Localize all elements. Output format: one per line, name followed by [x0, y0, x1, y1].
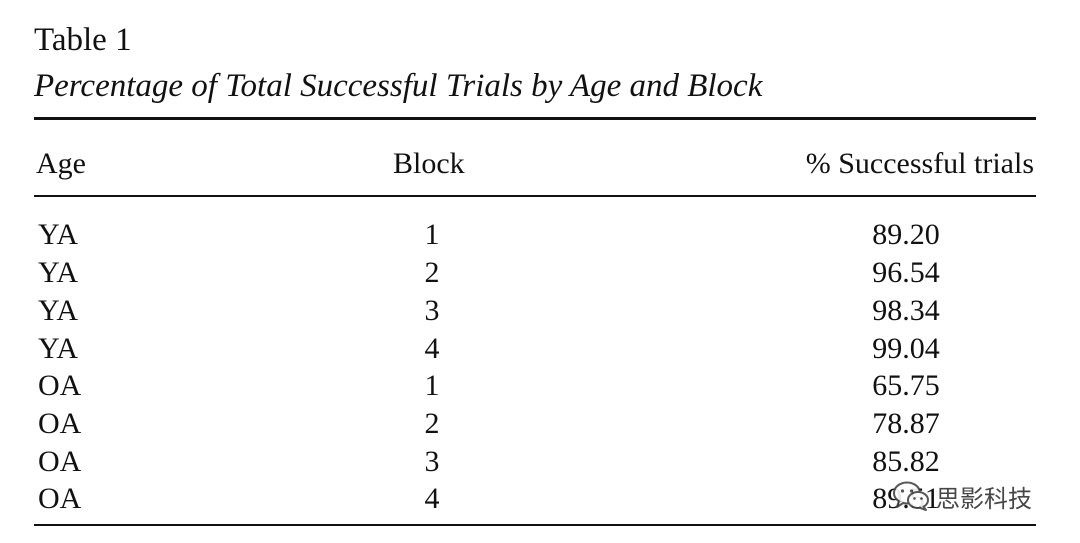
header-rule	[34, 195, 1036, 197]
successful-trials-cell: 99.04	[872, 332, 940, 365]
block-cell: 4	[424, 332, 440, 365]
block-cell: 3	[424, 445, 440, 478]
watermark: 思影科技	[892, 478, 1032, 514]
block-cell: 4	[424, 482, 440, 515]
column-header-block: Block	[393, 147, 465, 180]
age-cell: OA	[38, 482, 82, 515]
age-cell: YA	[38, 256, 79, 289]
watermark-text: 思影科技	[936, 484, 1032, 513]
age-cell: OA	[38, 369, 82, 402]
block-cell: 1	[424, 218, 440, 251]
block-cell: 2	[424, 407, 440, 440]
age-cell: OA	[38, 445, 82, 478]
age-cell: OA	[38, 407, 82, 440]
successful-trials-cell: 89.20	[872, 218, 940, 251]
table-row: OA 1 65.75	[0, 367, 1080, 405]
block-cell: 2	[424, 256, 440, 289]
block-cell: 1	[424, 369, 440, 402]
bottom-rule	[34, 524, 1036, 526]
block-cell: 3	[424, 294, 440, 327]
wechat-icon	[893, 481, 929, 511]
successful-trials-cell: 78.87	[872, 407, 940, 440]
top-rule	[34, 117, 1036, 120]
table-row: OA 3 85.82	[0, 443, 1080, 481]
successful-trials-cell: 85.82	[872, 445, 940, 478]
age-cell: YA	[38, 332, 79, 365]
table-row: OA 2 78.87	[0, 405, 1080, 443]
column-header-age: Age	[36, 147, 86, 180]
table-row: YA 3 98.34	[0, 292, 1080, 330]
successful-trials-cell: 65.75	[872, 369, 940, 402]
successful-trials-cell: 96.54	[872, 256, 940, 289]
table-row: YA 2 96.54	[0, 254, 1080, 292]
column-header-successful-trials: % Successful trials	[805, 147, 1034, 180]
successful-trials-cell: 98.34	[872, 294, 940, 327]
age-cell: YA	[38, 218, 79, 251]
table-title: Percentage of Total Successful Trials by…	[34, 68, 763, 104]
table-row: YA 4 99.04	[0, 330, 1080, 368]
table-row: YA 1 89.20	[0, 216, 1080, 254]
table-label: Table 1	[34, 22, 132, 58]
age-cell: YA	[38, 294, 79, 327]
